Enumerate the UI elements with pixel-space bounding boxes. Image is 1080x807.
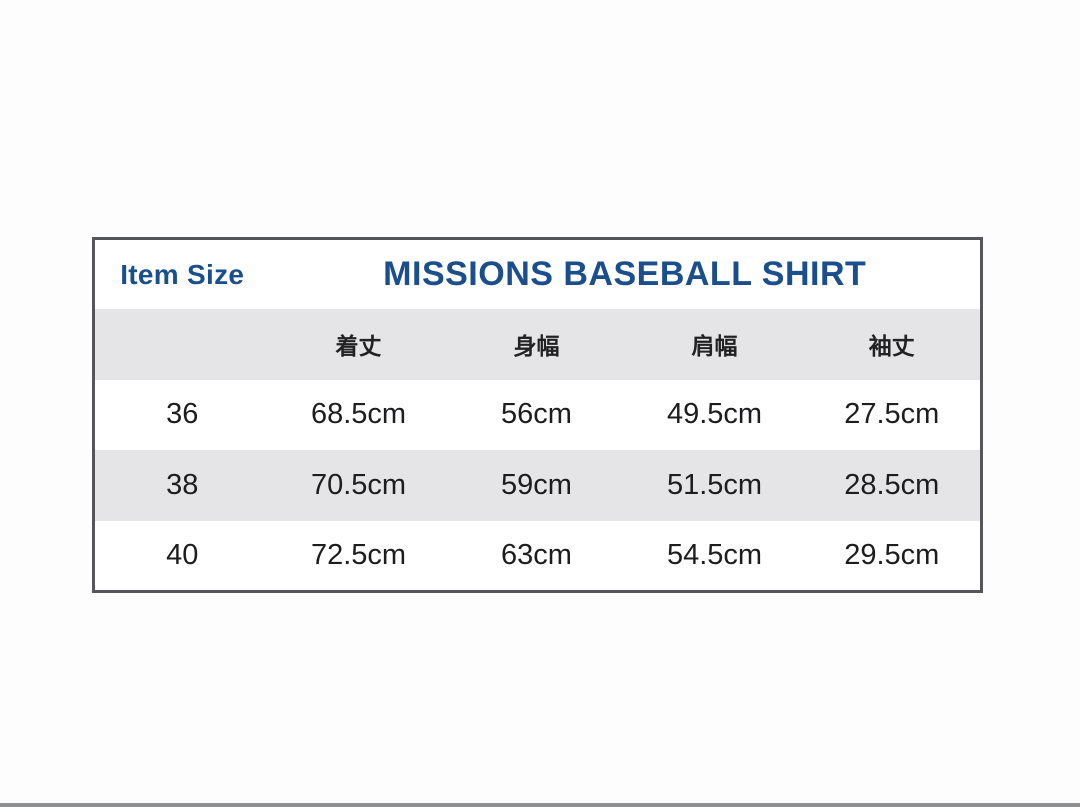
table-row: 38 70.5cm 59cm 51.5cm 28.5cm [93,450,982,521]
measurement-cell: 72.5cm [269,520,448,592]
column-header-empty [93,309,270,380]
measurement-cell: 63cm [447,520,626,592]
measurement-cell: 51.5cm [625,450,804,521]
table-row: 36 68.5cm 56cm 49.5cm 27.5cm [93,379,982,451]
measurement-cell: 70.5cm [269,450,448,521]
measurement-cell: 54.5cm [625,520,804,592]
measurement-cell: 59cm [447,450,626,521]
size-cell: 36 [93,379,270,451]
bottom-edge-divider [0,803,1080,807]
table-row: 40 72.5cm 63cm 54.5cm 29.5cm [93,520,982,592]
col-header-garment-length: 着丈 [269,309,448,380]
col-header-shoulder-width: 肩幅 [625,309,804,380]
col-header-sleeve-length: 袖丈 [803,309,982,380]
measurement-cell: 29.5cm [803,520,982,592]
size-cell: 40 [93,520,270,592]
size-cell: 38 [93,450,270,521]
measurement-cell: 49.5cm [625,379,804,451]
item-size-label: Item Size [93,238,270,310]
measurement-cell: 56cm [447,379,626,451]
size-chart-table: Item Size MISSIONS BASEBALL SHIRT 着丈 身幅 … [92,237,983,593]
measurement-cell: 27.5cm [803,379,982,451]
chart-title: MISSIONS BASEBALL SHIRT [269,238,982,310]
col-header-body-width: 身幅 [447,309,626,380]
column-header-row: 着丈 身幅 肩幅 袖丈 [93,309,982,380]
measurement-cell: 28.5cm [803,450,982,521]
table-header-row: Item Size MISSIONS BASEBALL SHIRT [93,238,982,310]
measurement-cell: 68.5cm [269,379,448,451]
